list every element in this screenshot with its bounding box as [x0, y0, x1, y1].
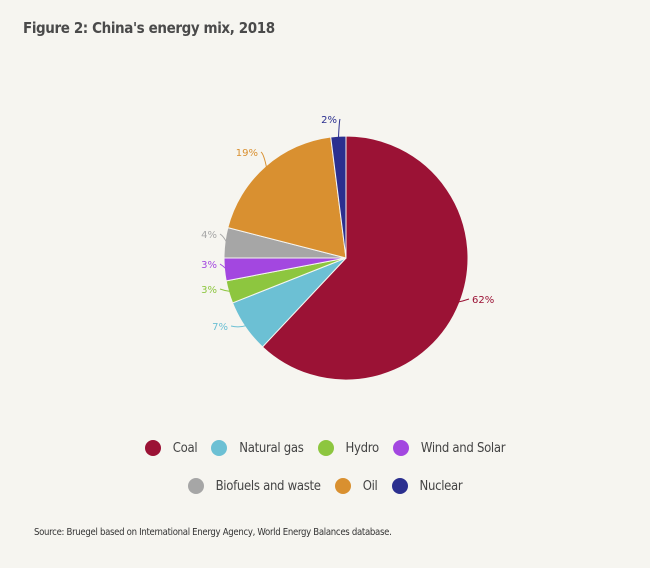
data-label: 2% — [321, 115, 337, 126]
legend-row-1: Coal Natural gas Hydro Wind and Solar — [0, 440, 650, 456]
legend-row-2: Biofuels and waste Oil Nuclear — [0, 478, 650, 494]
data-label: 7% — [212, 322, 228, 333]
legend-label: Oil — [362, 478, 378, 494]
legend-swatch — [144, 440, 161, 456]
pie-slice-coal — [261, 135, 469, 381]
legend-label: Natural gas — [239, 440, 304, 456]
legend-label: Nuclear — [419, 478, 463, 494]
legend-swatch — [317, 440, 334, 456]
leader-line — [219, 233, 228, 244]
legend-item-biofuels: Biofuels and waste — [187, 478, 321, 494]
leader-line — [337, 118, 341, 139]
data-label: 3% — [201, 285, 217, 296]
legend-item-nuclear: Nuclear — [391, 478, 463, 494]
legend-label: Biofuels and waste — [215, 478, 321, 494]
chart-title: Figure 2: China's energy mix, 2018 — [23, 19, 275, 37]
legend-swatch — [334, 478, 351, 494]
legend-swatch — [392, 440, 409, 456]
legend-swatch — [391, 478, 408, 494]
legend-swatch — [187, 478, 204, 494]
data-label: 3% — [201, 260, 217, 271]
legend-item-wind-solar: Wind and Solar — [392, 440, 506, 456]
pie-chart: 62% 7% 3% 3% 4% 19% 2% — [201, 115, 494, 381]
data-label: 4% — [201, 230, 217, 241]
leader-line — [457, 298, 470, 303]
leader-line — [260, 151, 268, 169]
legend-label: Hydro — [345, 440, 380, 456]
leader-line — [219, 263, 227, 270]
leader-line — [230, 324, 247, 328]
legend-item-oil: Oil — [334, 478, 378, 494]
pie-slice-oil — [227, 136, 347, 259]
legend-swatch — [211, 440, 228, 456]
legend-label: Coal — [172, 440, 198, 456]
legend-label: Wind and Solar — [420, 440, 506, 456]
data-label: 62% — [472, 295, 494, 306]
legend-item-coal: Coal — [144, 440, 198, 456]
data-label: 19% — [236, 148, 258, 159]
legend-item-hydro: Hydro — [317, 440, 380, 456]
legend-item-natural-gas: Natural gas — [211, 440, 304, 456]
leader-line — [219, 288, 231, 292]
source-note: Source: Bruegel based on International E… — [34, 527, 392, 538]
